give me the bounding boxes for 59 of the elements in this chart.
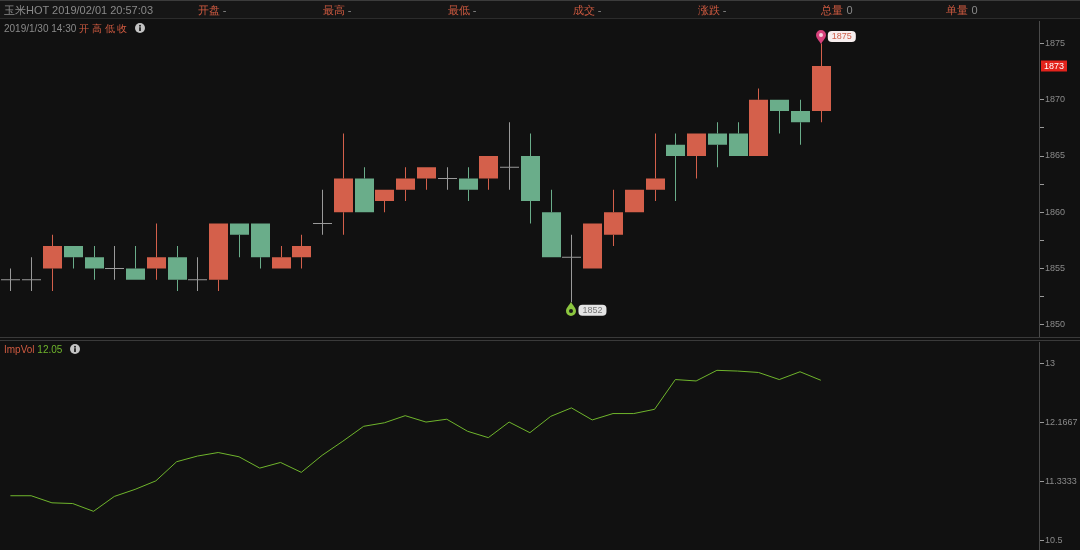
- candlestick: [251, 223, 270, 269]
- text: 涨跌 -: [697, 4, 727, 16]
- annotation: 1875: [831, 31, 852, 42]
- y-tick-label: 12.1667: [1045, 416, 1078, 427]
- candlestick: [479, 156, 498, 191]
- y-tick-label: 13: [1045, 357, 1056, 368]
- candlestick: [812, 43, 831, 123]
- candlestick: [604, 189, 623, 247]
- y-tick-label: 1870: [1045, 94, 1066, 105]
- candlestick: [729, 121, 748, 156]
- candlestick: [749, 88, 768, 156]
- candlestick: [147, 223, 166, 281]
- candlestick: [438, 166, 457, 191]
- candlestick: [105, 245, 124, 281]
- y-tick-label: 1850: [1045, 319, 1066, 330]
- text: 最低 -: [447, 4, 477, 16]
- candlestick: [85, 245, 104, 281]
- candlestick: [791, 99, 810, 146]
- annotation: 12.05: [37, 344, 63, 355]
- text: 总量 0: [821, 4, 853, 16]
- candlestick: [64, 246, 83, 269]
- candlestick: [168, 245, 187, 292]
- candlestick: [708, 121, 727, 168]
- y-tick-label: 1855: [1045, 262, 1066, 273]
- candlestick: [22, 256, 41, 292]
- annotation: 1873: [1044, 60, 1065, 71]
- candlestick: [646, 133, 665, 202]
- candlestick: [1, 268, 20, 292]
- candlestick: [542, 189, 561, 258]
- text: 最高 -: [322, 4, 352, 16]
- text: 开盘 -: [197, 4, 227, 16]
- chart-title: 玉米HOT 2019/02/01 20:57:03: [4, 4, 154, 17]
- candlestick: [500, 121, 519, 191]
- candlestick: [334, 133, 353, 236]
- candlestick: [43, 234, 62, 292]
- candlestick: [292, 234, 311, 269]
- chart-subtitle: 2019/1/30 14:30 开 高 低 收: [4, 23, 128, 34]
- candlestick: [188, 256, 207, 292]
- y-tick-label: 1875: [1045, 37, 1066, 48]
- annotation: 1852: [582, 305, 603, 316]
- y-tick-label: 1865: [1045, 150, 1066, 161]
- candlestick: [521, 133, 540, 224]
- y-tick-label: 1860: [1045, 206, 1066, 217]
- candlestick: [417, 167, 436, 191]
- chart-title: ImpVol: [4, 344, 35, 355]
- text: 单量 0: [946, 4, 978, 16]
- candlestick: [459, 166, 478, 202]
- text: 成交 -: [572, 4, 602, 16]
- candlestick: [209, 223, 228, 292]
- candlestick: [272, 245, 291, 269]
- candlestick: [355, 166, 374, 213]
- candlestick: [375, 189, 394, 213]
- candlestick: [126, 245, 145, 280]
- y-tick-label: 11.3333: [1045, 475, 1077, 486]
- y-tick-label: 10.5: [1045, 534, 1063, 545]
- candlestick: [396, 166, 415, 202]
- candlestick: [313, 189, 332, 236]
- candlestick: [666, 133, 685, 202]
- candlestick: [562, 234, 581, 303]
